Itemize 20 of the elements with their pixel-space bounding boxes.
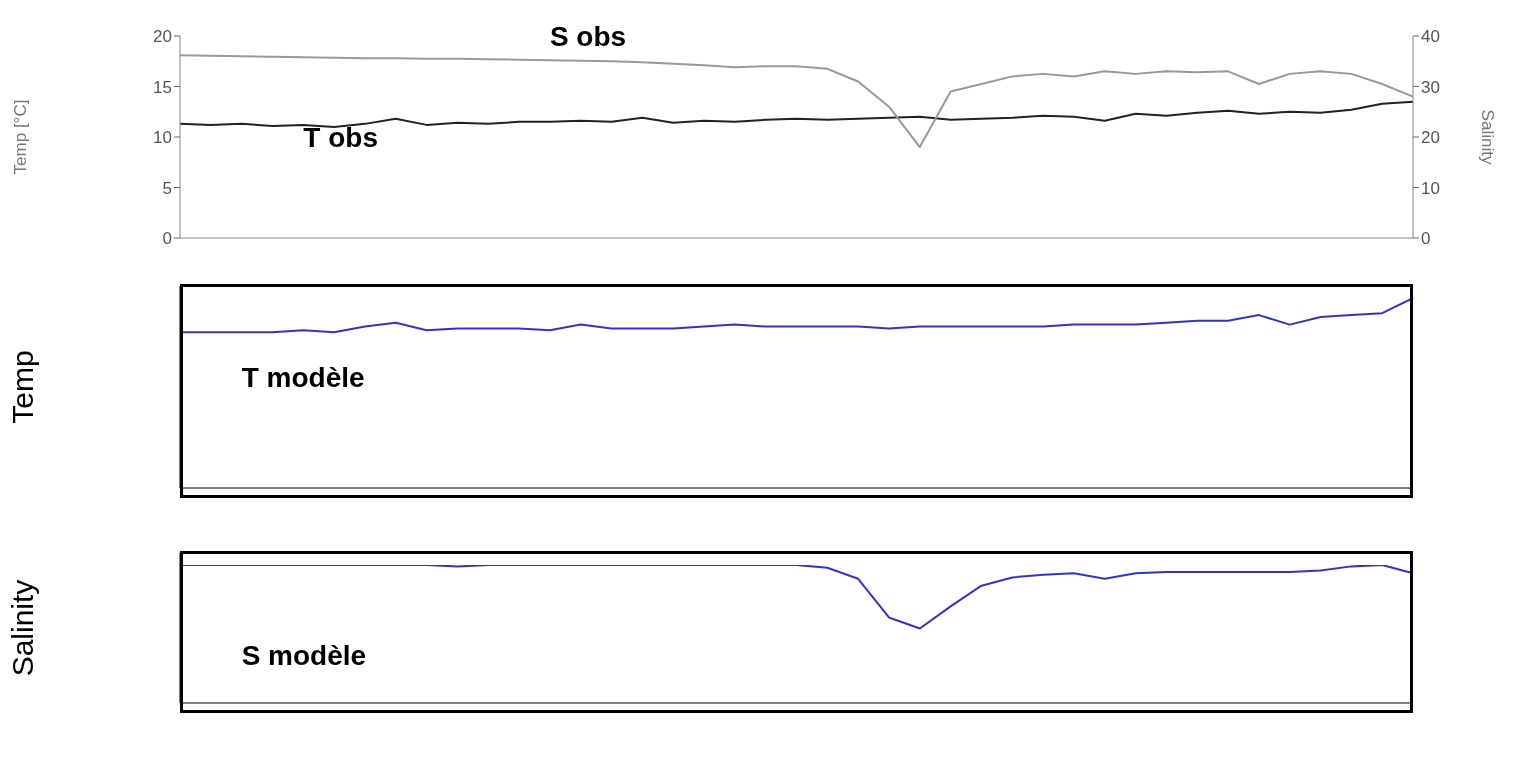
series-label: T modèle <box>241 362 365 394</box>
line-series <box>179 54 1414 149</box>
y-tick-label: 15 <box>153 77 172 97</box>
y-tick-label: 20 <box>153 27 172 47</box>
line-series <box>179 100 1414 128</box>
y-tick-label: 0 <box>162 229 172 249</box>
series-label: T obs <box>303 121 378 153</box>
y2-tick-label: 20 <box>1421 128 1440 148</box>
y-axis-title: Salinity <box>5 579 39 677</box>
y-axis-title: Temp [°C] <box>11 99 31 175</box>
y2-tick-label: 10 <box>1421 178 1440 198</box>
y-tick-label: 5 <box>162 178 172 198</box>
text: S modèle <box>241 640 367 671</box>
y2-axis-title: Salinity <box>1477 109 1497 165</box>
y-tick-label: 10 <box>153 128 172 148</box>
y2-tick-label: 30 <box>1421 77 1440 97</box>
y2-tick-label: 40 <box>1421 27 1440 47</box>
y2-tick-label: 0 <box>1421 229 1431 249</box>
y-axis-title: Temp <box>5 350 39 424</box>
series-label: S obs <box>549 21 627 53</box>
